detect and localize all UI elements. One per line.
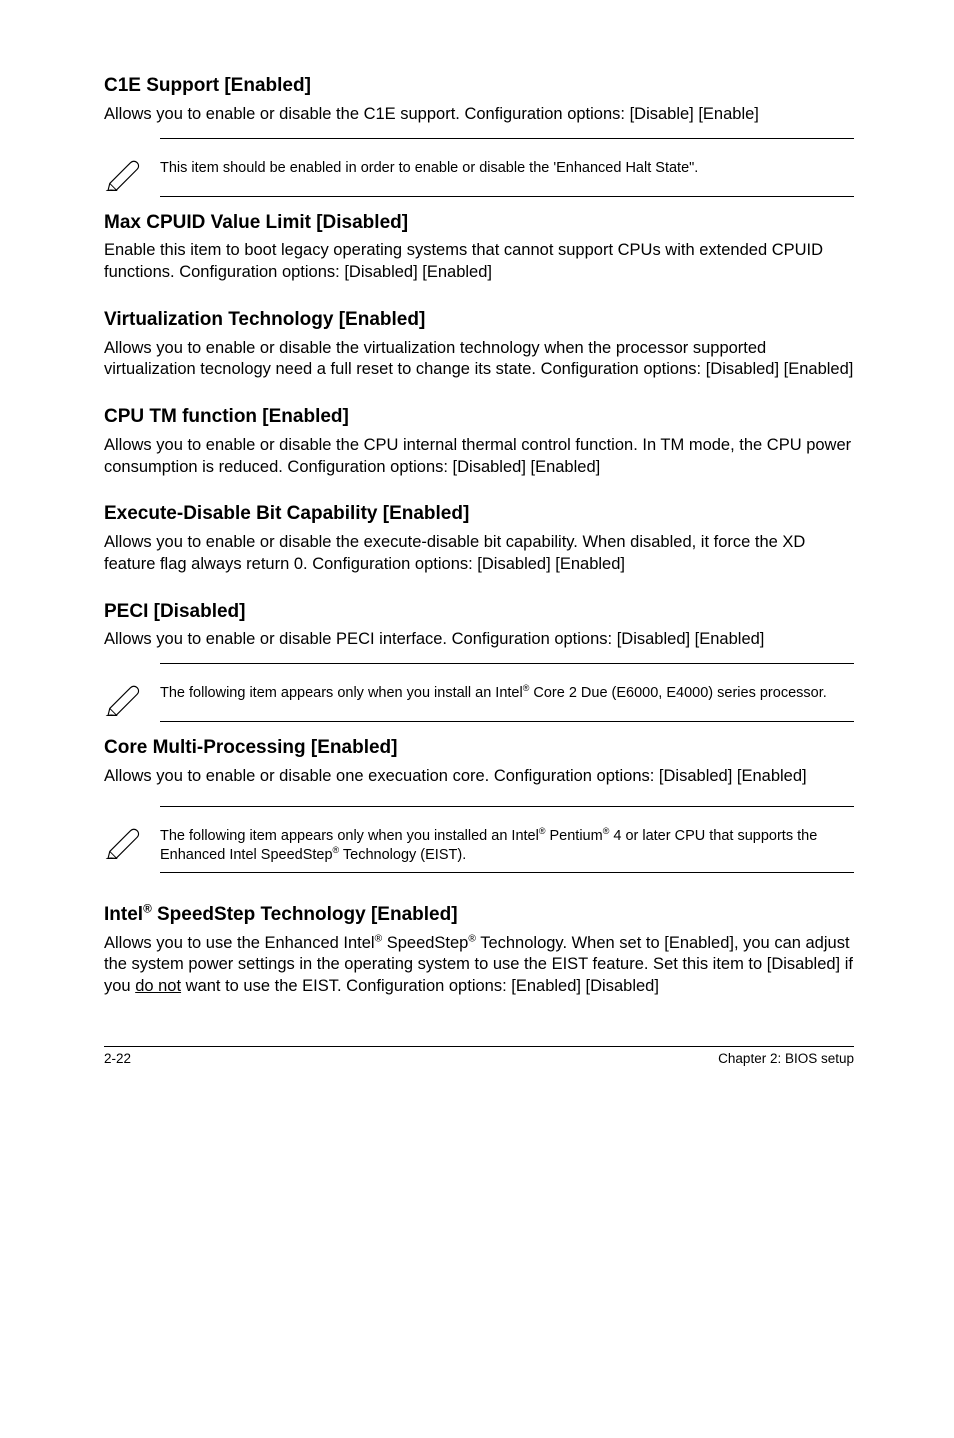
registered-mark: ® [143,902,152,915]
body-xd: Allows you to enable or disable the exec… [104,532,854,576]
note-rule [160,806,854,807]
page-root: C1E Support [Enabled] Allows you to enab… [0,0,954,1106]
heading-maxcpuid: Max CPUID Value Limit [Disabled] [104,211,854,235]
note-rule [160,872,854,873]
note-3: The following item appears only when you… [104,806,854,873]
body-eist: Allows you to use the Enhanced Intel® Sp… [104,933,854,998]
note-rule [160,138,854,139]
eist-b2: SpeedStep [382,934,468,952]
heading-eist-p2: SpeedStep Technology [Enabled] [152,904,458,925]
note-3-p2: Pentium [545,828,602,844]
body-cputm: Allows you to enable or disable the CPU … [104,435,854,479]
note-2: The following item appears only when you… [104,663,854,722]
pencil-icon [104,821,160,864]
note-rule [160,721,854,722]
body-peci: Allows you to enable or disable PECI int… [104,629,854,651]
body-coremp: Allows you to enable or disable one exec… [104,766,854,788]
footer-chapter: Chapter 2: BIOS setup [718,1051,854,1066]
note-2-text: The following item appears only when you… [160,678,854,710]
page-footer: 2-22 Chapter 2: BIOS setup [104,1046,854,1066]
note-3-p1: The following item appears only when you… [160,828,539,844]
note-rule [160,196,854,197]
note-3-text: The following item appears only when you… [160,821,854,872]
heading-eist-p1: Intel [104,904,143,925]
note-2-p2: Core 2 Due (E6000, E4000) series process… [529,685,826,701]
heading-xd: Execute-Disable Bit Capability [Enabled] [104,502,854,526]
heading-virtualization: Virtualization Technology [Enabled] [104,308,854,332]
heading-c1e: C1E Support [Enabled] [104,74,854,98]
note-1: This item should be enabled in order to … [104,138,854,197]
body-virtualization: Allows you to enable or disable the virt… [104,338,854,382]
heading-coremp: Core Multi-Processing [Enabled] [104,736,854,760]
eist-b4: want to use the EIST. Configuration opti… [181,977,659,995]
note-2-p1: The following item appears only when you… [160,685,523,701]
pencil-icon [104,153,160,196]
body-c1e: Allows you to enable or disable the C1E … [104,104,854,126]
heading-eist: Intel® SpeedStep Technology [Enabled] [104,903,854,927]
eist-b1: Allows you to use the Enhanced Intel [104,934,375,952]
note-1-text: This item should be enabled in order to … [160,153,854,185]
footer-page-number: 2-22 [104,1051,131,1066]
registered-mark: ® [468,933,476,944]
registered-mark: ® [375,933,383,944]
eist-underline: do not [135,977,181,995]
heading-cputm: CPU TM function [Enabled] [104,405,854,429]
body-maxcpuid: Enable this item to boot legacy operatin… [104,240,854,284]
note-rule [160,663,854,664]
pencil-icon [104,678,160,721]
note-3-p4: Technology (EIST). [339,847,466,863]
heading-peci: PECI [Disabled] [104,600,854,624]
